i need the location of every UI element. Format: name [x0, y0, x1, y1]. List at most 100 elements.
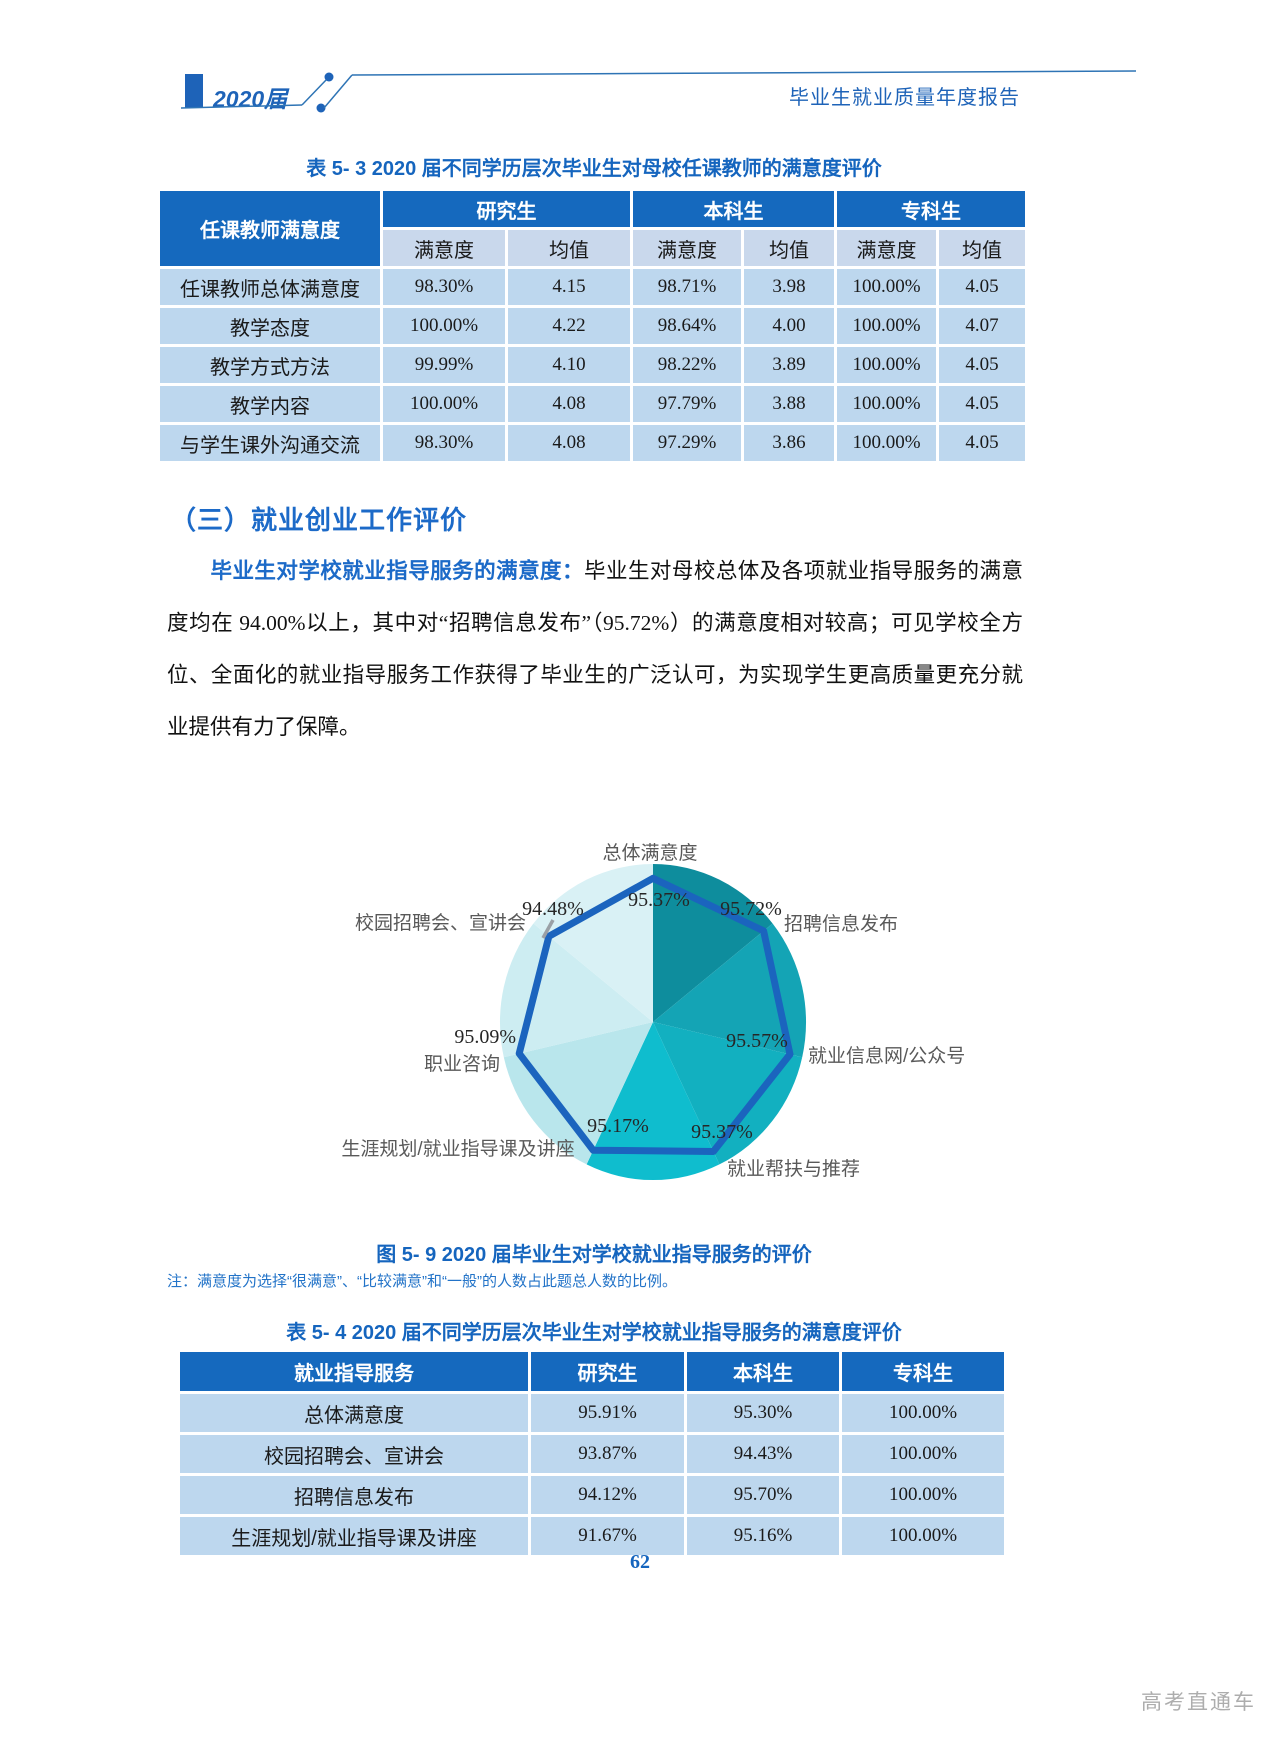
value-cell: 100.00%	[837, 269, 936, 305]
value-cell: 97.79%	[633, 386, 741, 422]
value-cell: 4.00	[744, 308, 834, 344]
table-row: 校园招聘会、宣讲会 93.87% 94.43% 100.00%	[180, 1435, 1004, 1473]
header-cell: 研究生	[383, 191, 630, 227]
value-cell: 100.00%	[842, 1435, 1004, 1473]
value-cell: 98.30%	[383, 269, 505, 305]
table-row: 任课教师总体满意度 98.30% 4.15 98.71% 3.98 100.00…	[160, 269, 1025, 305]
table-row: 总体满意度 95.91% 95.30% 100.00%	[180, 1394, 1004, 1432]
value-cell: 4.15	[508, 269, 630, 305]
header-cell: 任课教师满意度	[160, 191, 380, 266]
subheader-cell: 均值	[744, 230, 834, 266]
value-cell: 98.71%	[633, 269, 741, 305]
paragraph-text: 毕业生对母校总体及各项就业指导服务的满意度均在 94.00%以上，其中对“招聘信…	[167, 559, 1023, 739]
value-cell: 100.00%	[837, 425, 936, 461]
table-5-3: 任课教师满意度 研究生 本科生 专科生 满意度 均值 满意度 均值 满意度 均值…	[157, 188, 1028, 464]
header-decoration-lines	[180, 70, 1137, 113]
value-cell: 98.22%	[633, 347, 741, 383]
value-cell: 95.30%	[687, 1394, 839, 1432]
table-header-row: 就业指导服务 研究生 本科生 专科生	[180, 1352, 1004, 1391]
subheader-cell: 满意度	[837, 230, 936, 266]
header-report-title: 毕业生就业质量年度报告	[789, 87, 1020, 109]
table-row: 招聘信息发布 94.12% 95.70% 100.00%	[180, 1476, 1004, 1514]
value-cell: 4.22	[508, 308, 630, 344]
header-logo-block	[185, 74, 203, 108]
subheader-cell: 均值	[939, 230, 1025, 266]
subheader-cell: 满意度	[633, 230, 741, 266]
value-cell: 4.05	[939, 386, 1025, 422]
value-cell: 4.05	[939, 347, 1025, 383]
table-row: 生涯规划/就业指导课及讲座 91.67% 95.16% 100.00%	[180, 1517, 1004, 1555]
value-cell: 94.43%	[687, 1435, 839, 1473]
table-subheader-row: 满意度 均值 满意度 均值 满意度 均值	[160, 230, 1025, 266]
value-cell: 98.30%	[383, 425, 505, 461]
table-header-row: 任课教师满意度 研究生 本科生 专科生	[160, 191, 1025, 266]
row-label: 总体满意度	[180, 1394, 528, 1432]
value-cell: 4.08	[508, 425, 630, 461]
value-cell: 100.00%	[383, 386, 505, 422]
header-cell: 专科生	[837, 191, 1025, 227]
row-label: 招聘信息发布	[180, 1476, 528, 1514]
header-cell: 本科生	[633, 191, 834, 227]
body-paragraph: 毕业生对学校就业指导服务的满意度：毕业生对母校总体及各项就业指导服务的满意度均在…	[167, 545, 1023, 753]
value-cell: 100.00%	[383, 308, 505, 344]
value-cell: 97.29%	[633, 425, 741, 461]
header-cell: 本科生	[687, 1352, 839, 1391]
value-cell: 4.07	[939, 308, 1025, 344]
value-cell: 99.99%	[383, 347, 505, 383]
value-cell: 3.88	[744, 386, 834, 422]
section-heading: （三）就业创业工作评价	[170, 505, 468, 535]
table-row: 教学方式方法 99.99% 4.10 98.22% 3.89 100.00% 4…	[160, 347, 1025, 383]
radar-value-overall: 95.37%	[628, 889, 690, 911]
row-label: 与学生课外沟通交流	[160, 425, 380, 461]
watermark: 高考直通车	[1141, 1691, 1256, 1714]
radar-label-career: 生涯规划/就业指导课及讲座	[341, 1139, 575, 1160]
radar-chart	[499, 864, 807, 1181]
radar-value-counsel: 95.09%	[454, 1026, 516, 1048]
subheader-cell: 均值	[508, 230, 630, 266]
radar-label-jobweb: 就业信息网/公众号	[808, 1046, 966, 1067]
header-cell: 专科生	[842, 1352, 1004, 1391]
value-cell: 100.00%	[842, 1394, 1004, 1432]
row-label: 教学内容	[160, 386, 380, 422]
value-cell: 4.05	[939, 425, 1025, 461]
value-cell: 100.00%	[837, 386, 936, 422]
value-cell: 95.91%	[531, 1394, 684, 1432]
value-cell: 100.00%	[842, 1517, 1004, 1555]
value-cell: 100.00%	[842, 1476, 1004, 1514]
row-label: 任课教师总体满意度	[160, 269, 380, 305]
value-cell: 95.70%	[687, 1476, 839, 1514]
radar-label-jobhelp: 就业帮扶与推荐	[727, 1159, 861, 1180]
value-cell: 4.08	[508, 386, 630, 422]
header-cell: 研究生	[531, 1352, 684, 1391]
value-cell: 4.10	[508, 347, 630, 383]
header-cell: 就业指导服务	[180, 1352, 528, 1391]
radar-value-jobfair: 94.48%	[522, 898, 584, 920]
radar-label-overall: 总体满意度	[602, 843, 698, 864]
row-label: 教学态度	[160, 308, 380, 344]
figure-note: 注：满意度为选择“很满意”、“比较满意”和“一般”的人数占此题总人数的比例。	[167, 1273, 677, 1290]
value-cell: 3.89	[744, 347, 834, 383]
figure-caption: 图 5- 9 2020 届毕业生对学校就业指导服务的评价	[376, 1244, 812, 1266]
row-label: 教学方式方法	[160, 347, 380, 383]
radar-value-jobhelp: 95.37%	[691, 1121, 753, 1143]
table-row: 教学内容 100.00% 4.08 97.79% 3.88 100.00% 4.…	[160, 386, 1025, 422]
value-cell: 94.12%	[531, 1476, 684, 1514]
radar-value-career: 95.17%	[587, 1115, 649, 1137]
value-cell: 3.86	[744, 425, 834, 461]
table-5-3-title: 表 5- 3 2020 届不同学历层次毕业生对母校任课教师的满意度评价	[306, 158, 882, 180]
value-cell: 93.87%	[531, 1435, 684, 1473]
value-cell: 100.00%	[837, 308, 936, 344]
page-number: 62	[630, 1551, 650, 1573]
table-5-4: 就业指导服务 研究生 本科生 专科生 总体满意度 95.91% 95.30% 1…	[177, 1349, 1007, 1558]
value-cell: 100.00%	[837, 347, 936, 383]
value-cell: 4.05	[939, 269, 1025, 305]
radar-value-jobinfo: 95.72%	[720, 898, 782, 920]
table-row: 教学态度 100.00% 4.22 98.64% 4.00 100.00% 4.…	[160, 308, 1025, 344]
paragraph-lead: 毕业生对学校就业指导服务的满意度：	[210, 559, 584, 583]
row-label: 校园招聘会、宣讲会	[180, 1435, 528, 1473]
radar-label-jobinfo: 招聘信息发布	[784, 914, 899, 935]
value-cell: 98.64%	[633, 308, 741, 344]
table-row: 与学生课外沟通交流 98.30% 4.08 97.29% 3.86 100.00…	[160, 425, 1025, 461]
radar-label-jobfair: 校园招聘会、宣讲会	[354, 913, 526, 934]
